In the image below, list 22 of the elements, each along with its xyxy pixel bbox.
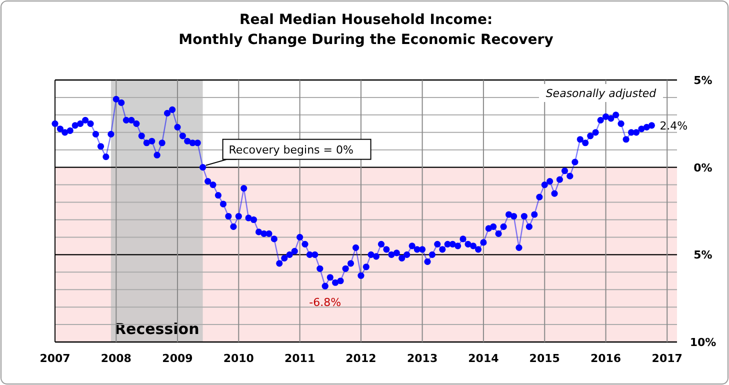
x-tick-label: 2013 <box>406 352 438 365</box>
x-tick-label: 2015 <box>529 352 560 365</box>
x-tick-label: 2014 <box>468 352 500 365</box>
band-label: Recession <box>114 320 200 338</box>
y-tick-label: 5% <box>694 74 712 87</box>
annotation: Seasonally adjusted <box>546 87 658 100</box>
x-tick-label: 2007 <box>40 352 70 365</box>
x-tick-label: 2010 <box>223 352 254 365</box>
x-tick-label: 2008 <box>100 352 132 365</box>
y-tick-label: 0% <box>694 161 712 174</box>
x-tick-label: 2011 <box>284 352 316 365</box>
chart-subtitle: Monthly Change During the Economic Recovery <box>178 32 554 48</box>
y-tick-label: 5% <box>694 248 712 262</box>
chart-title: Real Median Household Income: <box>239 12 493 28</box>
annotation: Recovery begins = 0% <box>228 143 354 156</box>
x-tick-label: 2016 <box>590 352 622 365</box>
x-tick-label: 2017 <box>652 352 682 365</box>
annotation: -6.8% <box>309 296 342 310</box>
x-tick-label: 2009 <box>162 352 193 365</box>
x-tick-label: 2012 <box>346 352 376 365</box>
annotation: 2.4% <box>660 119 688 132</box>
y-tick-label: 10% <box>690 336 716 349</box>
